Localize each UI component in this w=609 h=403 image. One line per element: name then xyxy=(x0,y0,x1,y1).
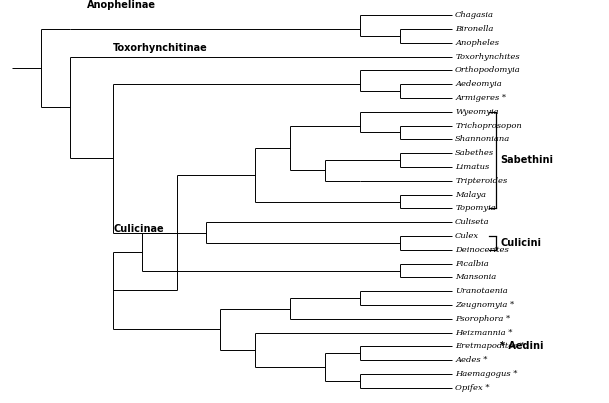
Text: Heizmannia *: Heizmannia * xyxy=(455,329,513,337)
Text: Anopheles: Anopheles xyxy=(455,39,499,47)
Text: * Aedini: * Aedini xyxy=(501,341,544,351)
Text: Culicini: Culicini xyxy=(501,238,541,248)
Text: Culicinae: Culicinae xyxy=(113,224,164,234)
Text: Orthopodomyia: Orthopodomyia xyxy=(455,66,521,74)
Text: Armigeres *: Armigeres * xyxy=(455,94,506,102)
Text: Toxorhynchitinae: Toxorhynchitinae xyxy=(113,43,208,53)
Text: Anophelinae: Anophelinae xyxy=(87,0,157,10)
Text: Malaya: Malaya xyxy=(455,191,486,199)
Text: Chagasia: Chagasia xyxy=(455,11,494,19)
Text: Zeugnomyia *: Zeugnomyia * xyxy=(455,301,515,309)
Text: Aedeomyia: Aedeomyia xyxy=(455,80,502,88)
Text: Toxorhynchites: Toxorhynchites xyxy=(455,52,519,60)
Text: Deinocerites: Deinocerites xyxy=(455,246,509,254)
Text: Sabethini: Sabethini xyxy=(501,155,554,165)
Text: Aedes *: Aedes * xyxy=(455,356,488,364)
Text: Topomyia: Topomyia xyxy=(455,204,496,212)
Text: Sabethes: Sabethes xyxy=(455,149,495,157)
Text: Ficalbia: Ficalbia xyxy=(455,260,489,268)
Text: Wyeomyia: Wyeomyia xyxy=(455,108,499,116)
Text: Trichoprosopon: Trichoprosopon xyxy=(455,122,522,129)
Text: Culex: Culex xyxy=(455,232,479,240)
Text: Haemagogus *: Haemagogus * xyxy=(455,370,518,378)
Text: Eretmapodites *: Eretmapodites * xyxy=(455,343,524,351)
Text: Mansonia: Mansonia xyxy=(455,274,496,281)
Text: Bironella: Bironella xyxy=(455,25,493,33)
Text: Tripteroides: Tripteroides xyxy=(455,177,507,185)
Text: Opifex *: Opifex * xyxy=(455,384,490,392)
Text: Psorophora *: Psorophora * xyxy=(455,315,510,323)
Text: Culiseta: Culiseta xyxy=(455,218,490,226)
Text: Shannoniana: Shannoniana xyxy=(455,135,510,143)
Text: Uranotaenia: Uranotaenia xyxy=(455,287,508,295)
Text: Limatus: Limatus xyxy=(455,163,490,171)
